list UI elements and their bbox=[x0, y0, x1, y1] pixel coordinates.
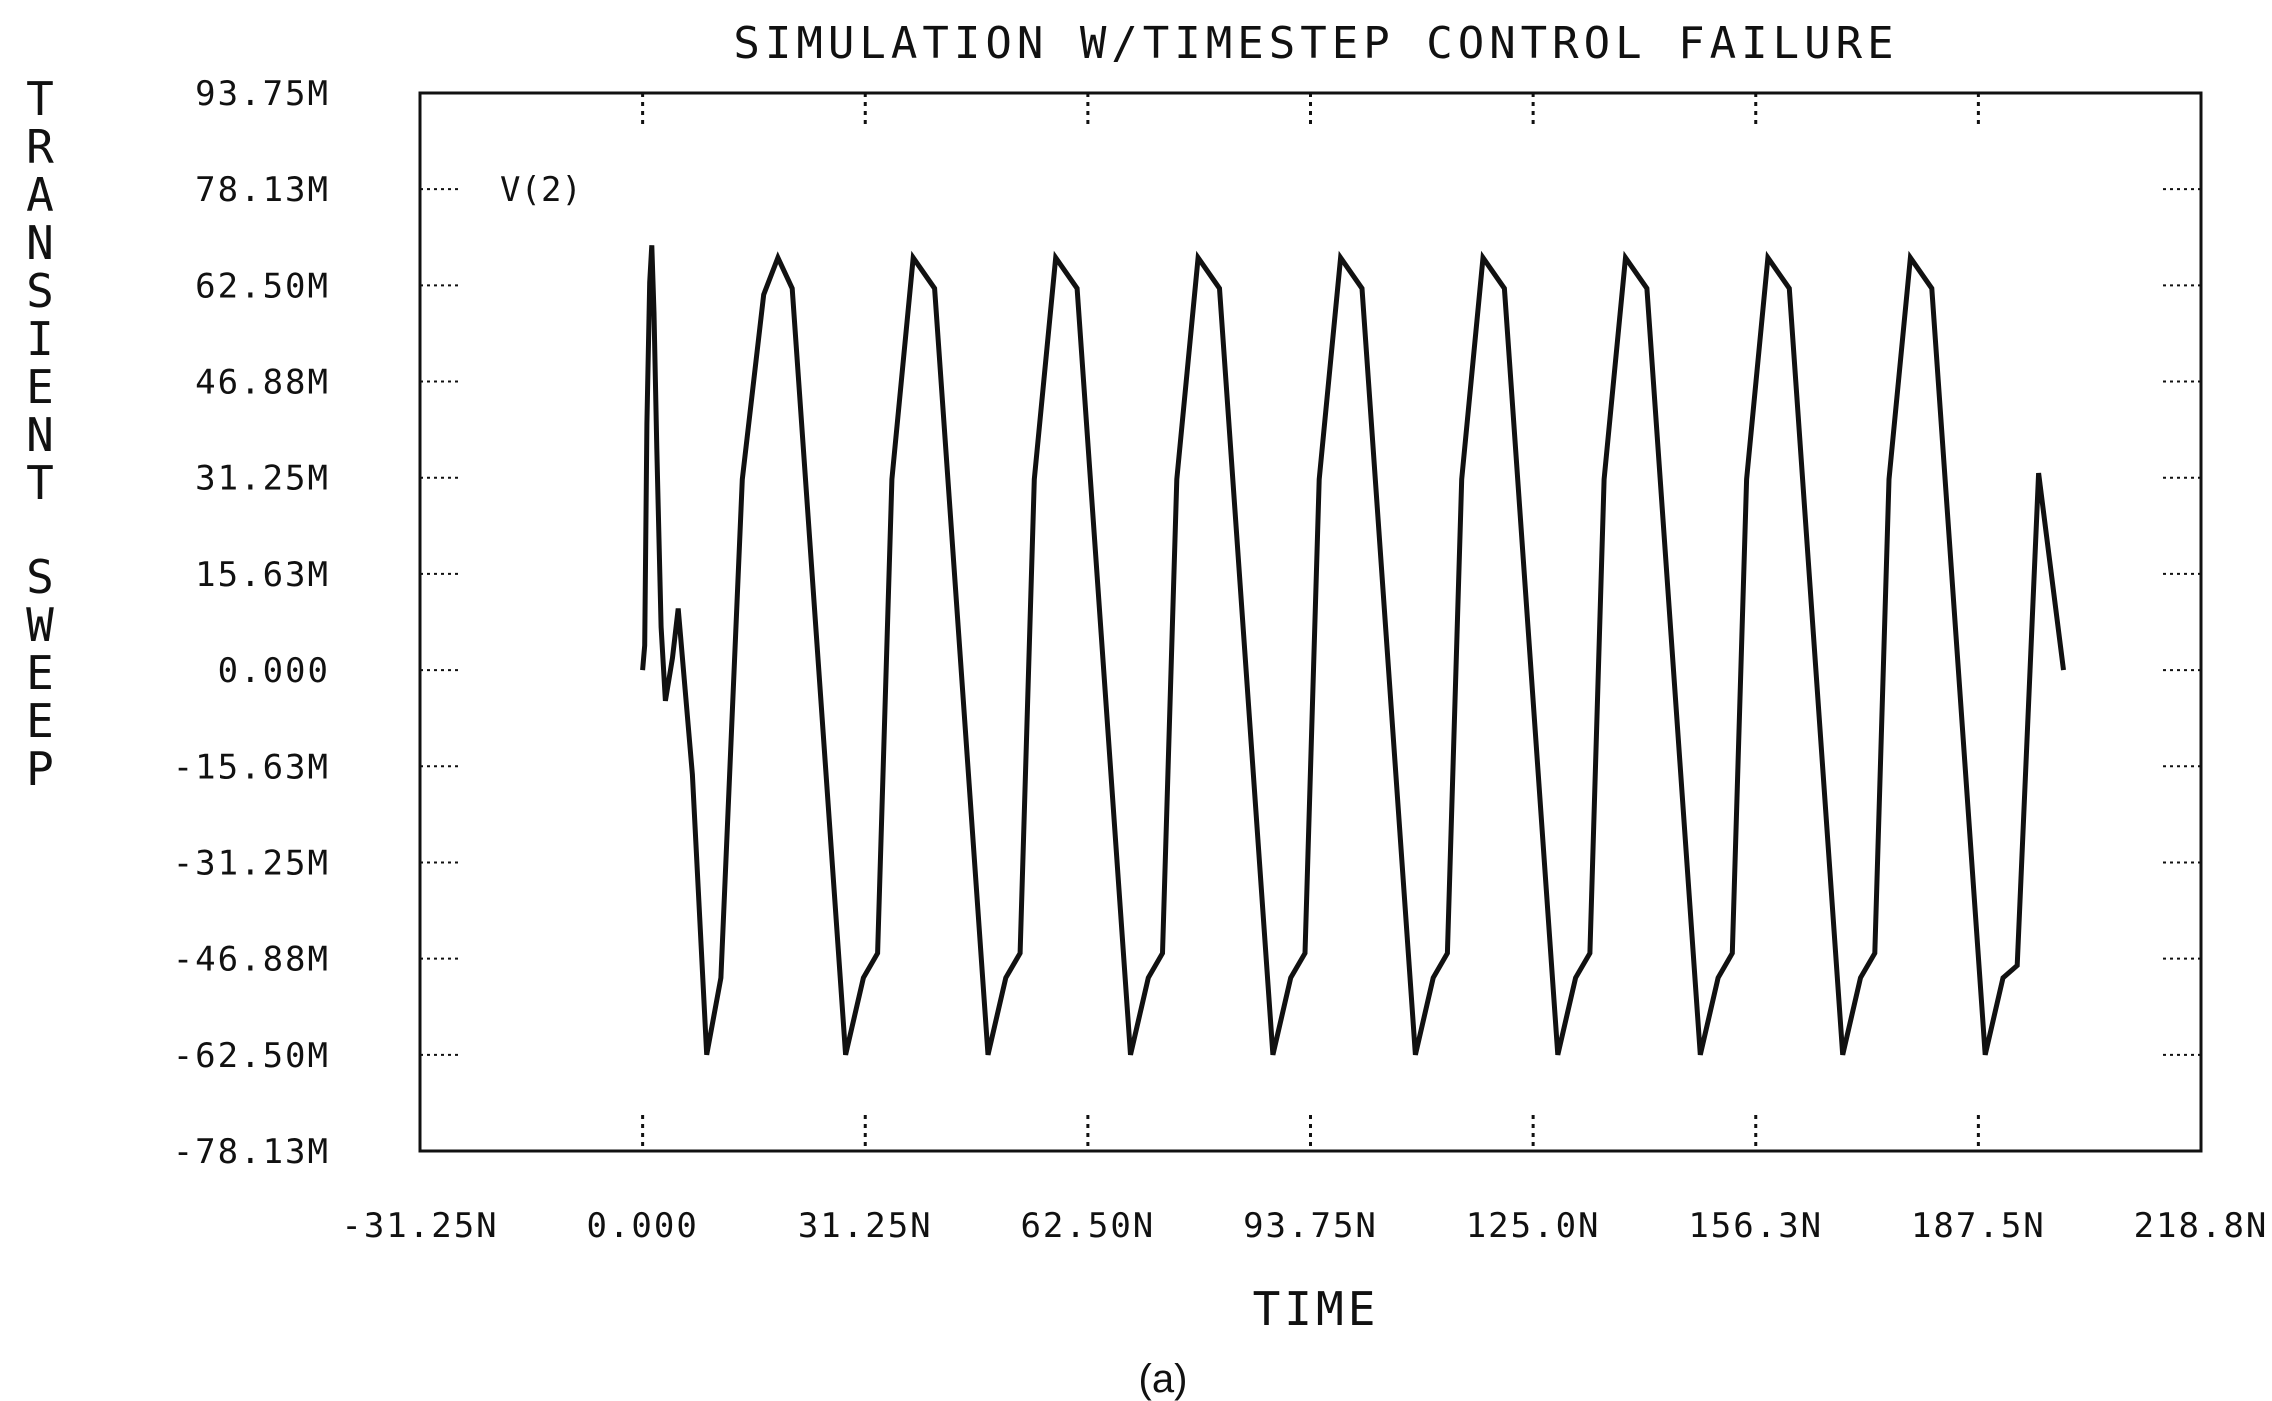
y-tick-label: 31.25M bbox=[195, 459, 330, 499]
y-axis-label-char: E bbox=[26, 360, 54, 414]
y-axis-label-char: T bbox=[26, 72, 54, 126]
plot-area-frame bbox=[420, 93, 2201, 1151]
y-tick-label: 93.75M bbox=[195, 74, 330, 114]
series-label: V(2) bbox=[500, 170, 582, 210]
y-axis-label-char: S bbox=[26, 264, 54, 318]
x-tick-label: 218.8N bbox=[2134, 1206, 2269, 1246]
y-axis-label-char: W bbox=[26, 598, 54, 652]
figure-caption: (a) bbox=[1139, 1357, 1188, 1401]
x-tick-label: 93.75N bbox=[1243, 1206, 1378, 1246]
x-tick-label: 31.25N bbox=[798, 1206, 933, 1246]
y-axis-label-char: E bbox=[26, 646, 54, 700]
x-axis-label: TIME bbox=[1253, 1282, 1380, 1336]
y-axis-label-char: A bbox=[26, 168, 54, 222]
y-tick-label: 46.88M bbox=[195, 363, 330, 403]
x-tick-label: 0.000 bbox=[586, 1206, 698, 1246]
y-axis-label-char: N bbox=[26, 216, 54, 270]
series-layer: V(2) bbox=[500, 170, 2064, 1055]
y-tick-label: -15.63M bbox=[173, 747, 330, 787]
y-axis-label-char: I bbox=[26, 312, 54, 366]
y-tick-label: 78.13M bbox=[195, 170, 330, 210]
y-tick-label: 0.000 bbox=[218, 651, 330, 691]
x-tick-label: 156.3N bbox=[1688, 1206, 1823, 1246]
y-tick-label: -62.50M bbox=[173, 1036, 330, 1076]
y-axis-label-char: S bbox=[26, 550, 54, 604]
chart-title: SIMULATION W/TIMESTEP CONTROL FAILURE bbox=[733, 18, 1898, 69]
y-tick-label: 62.50M bbox=[195, 266, 330, 306]
y-axis-label-char: N bbox=[26, 408, 54, 462]
y-axis-ticks: 93.75M 78.13M 62.50M 46.88M 31.25M 15.63M 0.00… bbox=[173, 74, 2201, 1172]
y-axis-label-char: E bbox=[26, 694, 54, 748]
x-axis-ticks: -31.25N 0.000 31.25N 62.50N 93.75N 125.0N 156.… bbox=[341, 93, 2268, 1246]
series-line-v2 bbox=[643, 245, 2064, 1055]
y-tick-label: -46.88M bbox=[173, 940, 330, 980]
y-axis-label-char: P bbox=[26, 742, 54, 796]
y-tick-label: -78.13M bbox=[173, 1132, 330, 1172]
y-tick-label: -31.25M bbox=[173, 843, 330, 883]
x-tick-label: 62.50N bbox=[1020, 1206, 1155, 1246]
x-tick-label: -31.25N bbox=[341, 1206, 498, 1246]
y-axis-label-char: T bbox=[26, 456, 54, 510]
x-tick-label: 125.0N bbox=[1466, 1206, 1601, 1246]
x-tick-label: 187.5N bbox=[1911, 1206, 2046, 1246]
y-tick-label: 15.63M bbox=[195, 555, 330, 595]
y-axis-label-char: R bbox=[26, 120, 54, 174]
